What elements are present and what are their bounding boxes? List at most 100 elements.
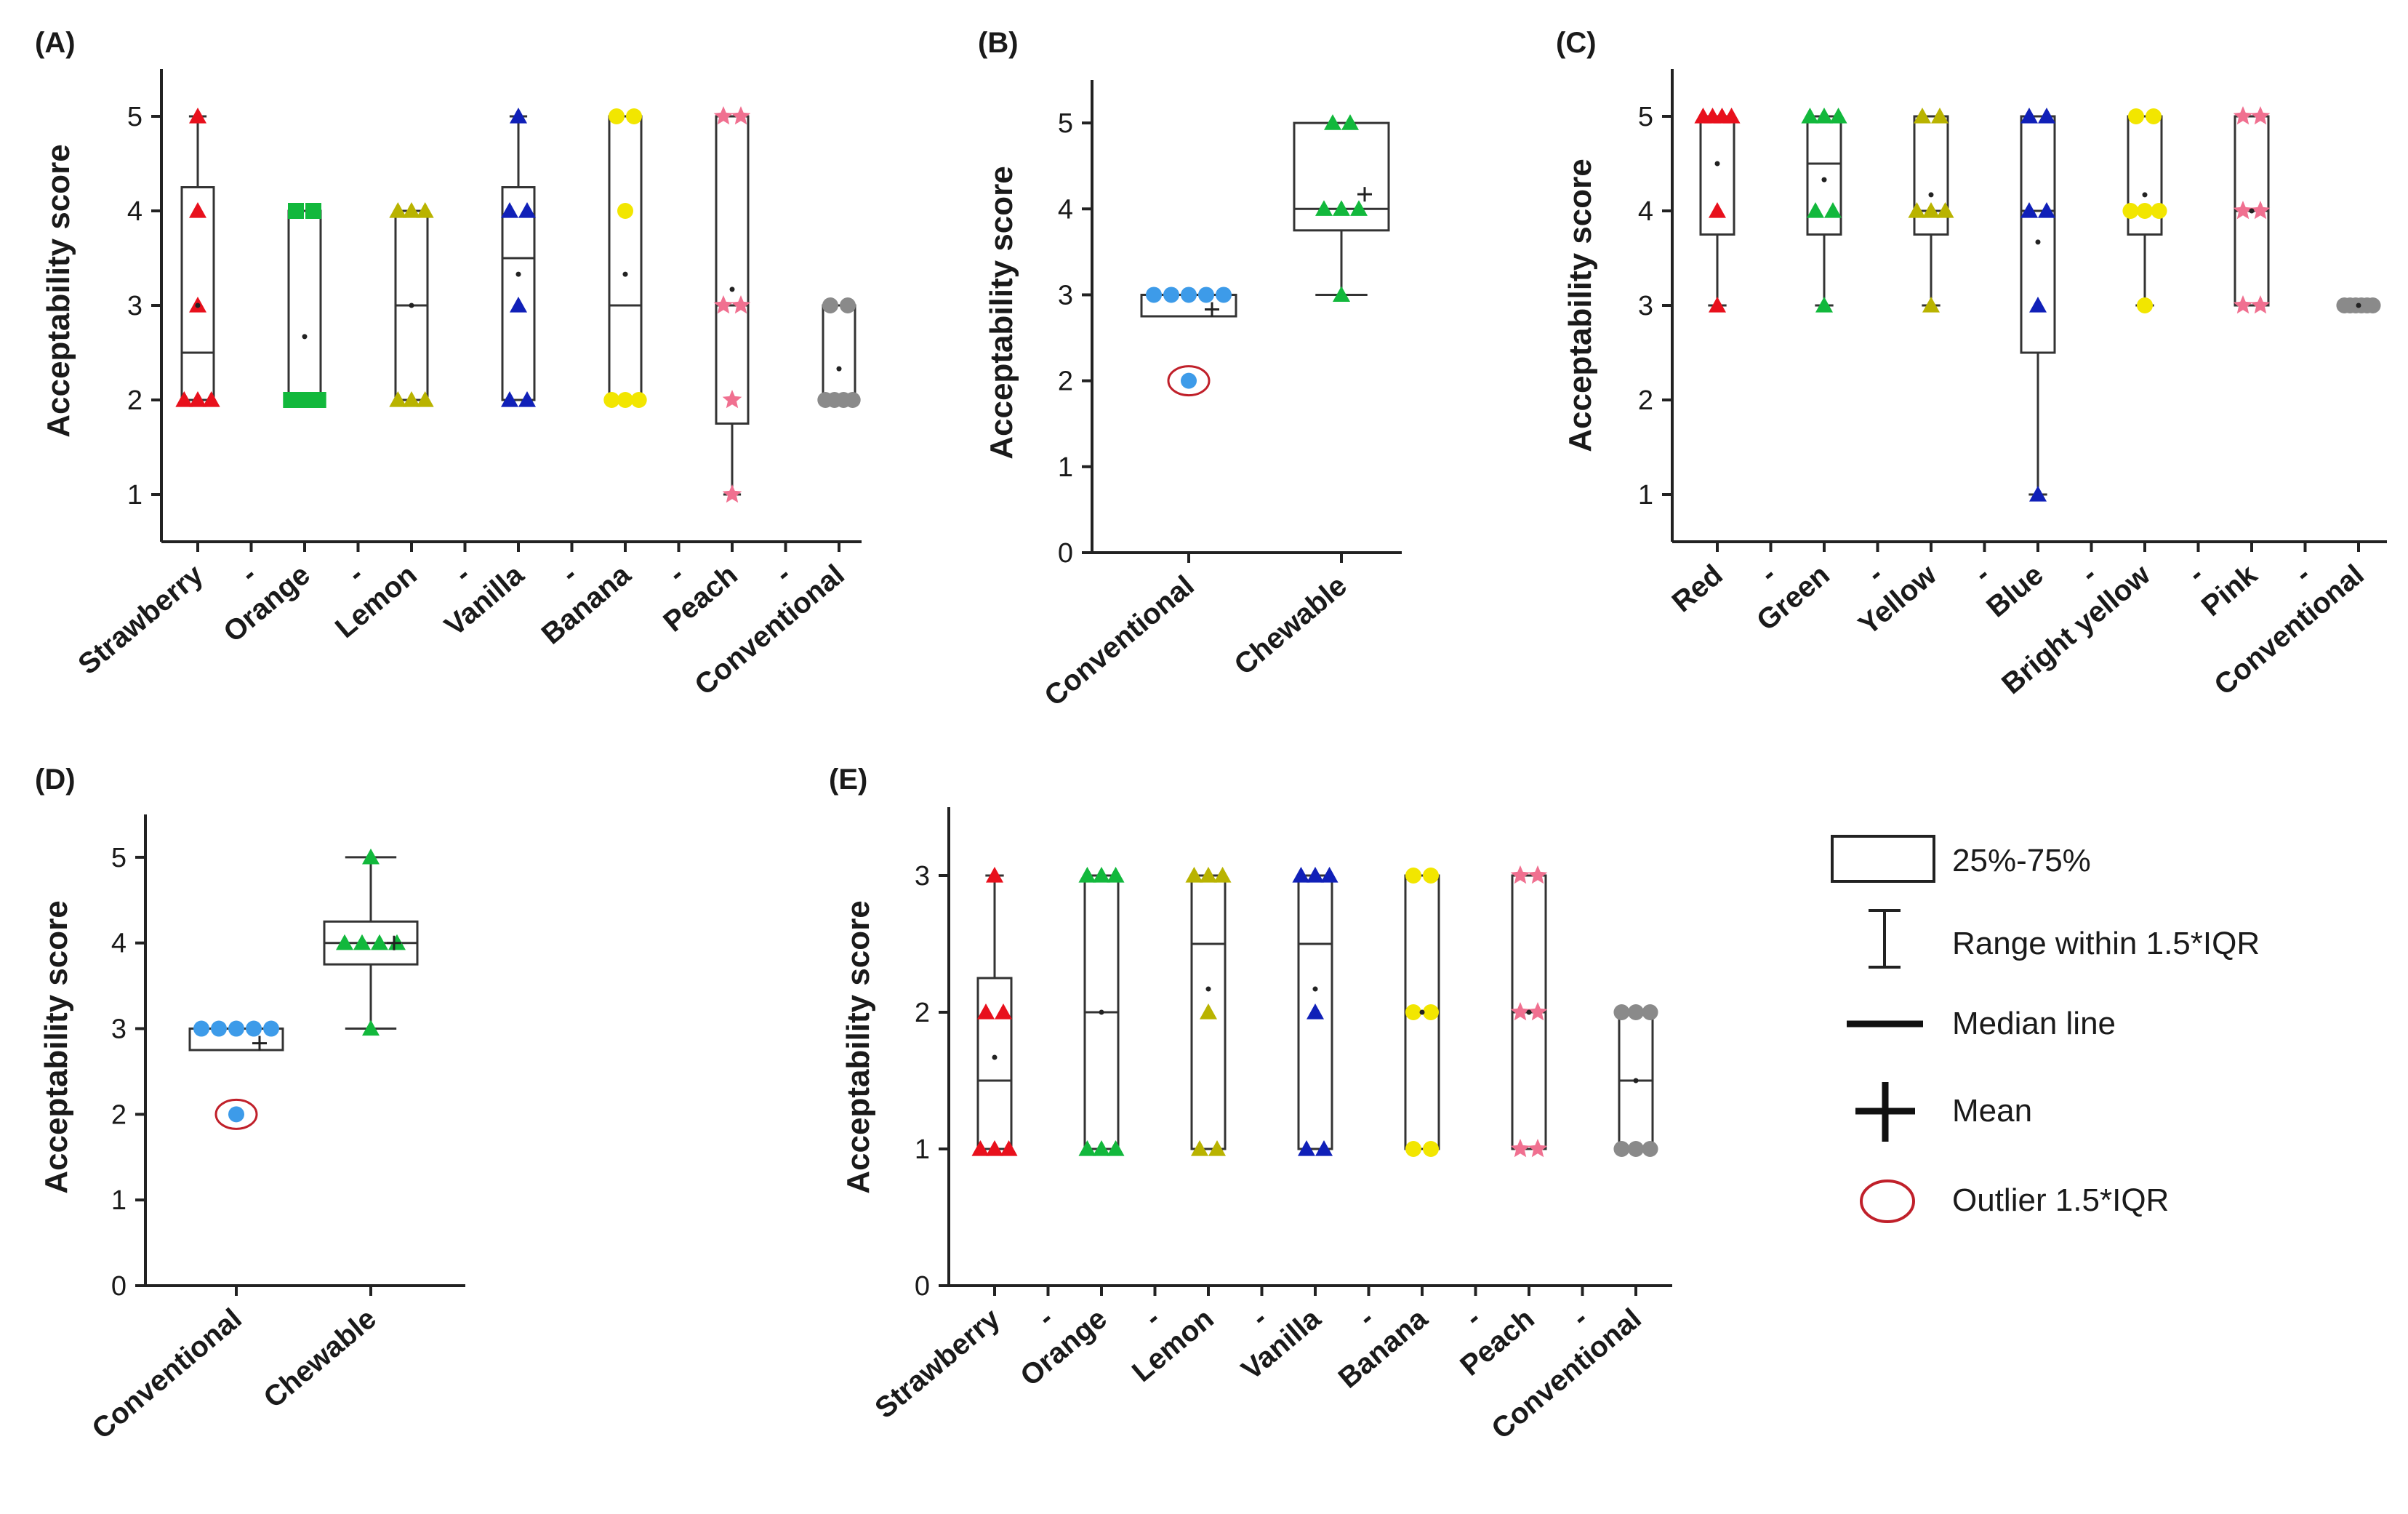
y-axis-label-d: Acceptability score [39, 900, 74, 1194]
x-tick-label-a: Strawberry [72, 558, 209, 681]
data-point [1613, 1141, 1630, 1157]
x-tick-label-c: - [2075, 558, 2103, 589]
data-point [175, 391, 193, 407]
box-a-lemon [389, 202, 434, 407]
data-point [389, 391, 407, 407]
y-tick-label-b: 1 [1058, 452, 1073, 483]
data-point [2233, 201, 2253, 220]
x-tick-label-a: Lemon [329, 558, 423, 644]
mean-marker [2249, 208, 2255, 214]
x-tick-label-c: - [1754, 558, 1782, 589]
data-point [722, 390, 742, 409]
data-point [1628, 1004, 1644, 1020]
x-tick-label-d: Chewable [257, 1302, 382, 1414]
x-tick-label-e: - [1352, 1302, 1380, 1333]
data-point [2250, 106, 2271, 125]
data-point [731, 295, 751, 314]
data-point [2029, 486, 2047, 502]
x-tick-label-e: - [1139, 1302, 1166, 1333]
panel-label-d: (D) [35, 764, 76, 796]
data-point [246, 1020, 262, 1037]
x-tick-label-e: - [1566, 1302, 1594, 1333]
mean-marker [1099, 1009, 1104, 1015]
box-a-conventional [817, 297, 861, 408]
data-point [1000, 1140, 1018, 1156]
box-e-vanilla [1292, 867, 1339, 1156]
y-tick-label-b: 0 [1058, 538, 1073, 569]
box-iqr [501, 186, 536, 401]
box-iqr [822, 304, 856, 401]
panel-label-b: (B) [978, 27, 1019, 59]
x-tick-label-c: Pink [2196, 558, 2264, 622]
box-iqr [2127, 115, 2163, 236]
legend: 25%-75% Range within 1.5*IQR Median line… [1831, 835, 2260, 1223]
outlier-point [1181, 372, 1197, 389]
box-d-chewable [323, 848, 419, 1036]
x-tick-label-a: - [235, 558, 262, 589]
x-tick-label-c: - [2182, 558, 2210, 589]
x-tick-label-e: - [1459, 1302, 1487, 1333]
data-point [189, 108, 206, 124]
mean-marker [1205, 986, 1211, 992]
data-point [193, 1020, 209, 1037]
mean-marker [1633, 1078, 1639, 1084]
y-tick-label-d: 0 [111, 1271, 127, 1302]
y-tick-label-e: 1 [915, 1134, 930, 1165]
data-point [1333, 286, 1350, 303]
box-iqr [608, 115, 643, 401]
mean-marker [2356, 303, 2361, 308]
box-e-orange [1078, 867, 1125, 1156]
data-point [986, 867, 1003, 883]
data-point [1722, 108, 1741, 124]
y-tick-label-c: 2 [1638, 385, 1653, 416]
y-tick-label-d: 3 [111, 1014, 127, 1045]
y-tick-label-a: 5 [127, 102, 143, 132]
box-iqr [1913, 115, 1949, 236]
data-point [353, 934, 371, 950]
data-point [189, 202, 206, 218]
mean-marker [1312, 986, 1318, 992]
mean-marker [1928, 192, 1934, 198]
data-point [336, 934, 353, 950]
x-tick-label-e: Orange [1014, 1302, 1113, 1393]
box-c-blue [2020, 108, 2056, 502]
mean-marker [1419, 1009, 1425, 1015]
x-tick-label-e: Lemon [1126, 1302, 1220, 1388]
legend-outlier-swatch [1860, 1179, 1915, 1223]
box-e-lemon [1185, 867, 1232, 1156]
data-point [2137, 203, 2153, 219]
data-point [1216, 287, 1232, 303]
data-point [1824, 202, 1842, 218]
x-tick-label-b: Chewable [1228, 569, 1352, 681]
data-point [617, 203, 633, 219]
box-e-peach [1510, 865, 1548, 1158]
data-point [1423, 1141, 1439, 1157]
data-point [1922, 202, 1940, 218]
legend-box-swatch [1831, 835, 1935, 883]
y-tick-label-e: 3 [915, 861, 930, 892]
data-point [609, 108, 625, 124]
data-point [2233, 106, 2253, 125]
legend-label-range: Range within 1.5*IQR [1952, 926, 2260, 961]
data-point [310, 392, 326, 408]
mean-marker [992, 1054, 998, 1060]
x-tick-label-c: Blue [1980, 558, 2050, 623]
y-tick-label-c: 1 [1638, 480, 1653, 510]
data-point [1528, 865, 1548, 884]
mean-marker [729, 287, 735, 292]
data-point [971, 1140, 990, 1156]
data-point [2250, 295, 2271, 314]
data-point [1931, 108, 1949, 124]
data-point [501, 391, 518, 407]
box-e-conventional [1613, 1004, 1658, 1157]
data-point [305, 203, 321, 219]
y-axis-label-c: Acceptability score [1562, 159, 1598, 452]
data-point [263, 1020, 279, 1037]
data-point [510, 108, 527, 124]
outlier-point [228, 1106, 244, 1123]
data-point [977, 1004, 995, 1020]
data-point [518, 391, 536, 407]
data-point [1181, 287, 1197, 303]
